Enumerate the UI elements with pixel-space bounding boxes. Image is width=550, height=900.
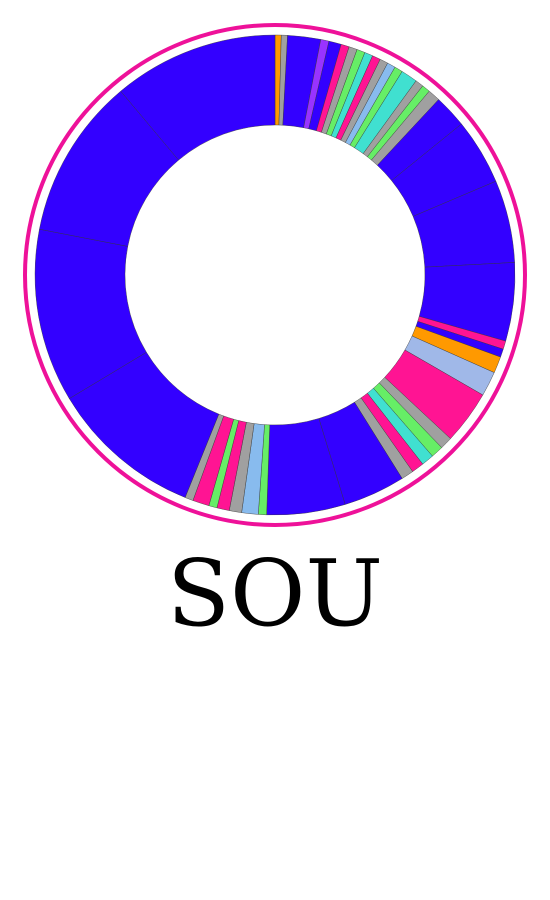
chart-title: SOU — [167, 540, 383, 647]
donut-slice — [120, 34, 276, 161]
donut-ring — [23, 23, 527, 527]
donut — [34, 34, 516, 516]
